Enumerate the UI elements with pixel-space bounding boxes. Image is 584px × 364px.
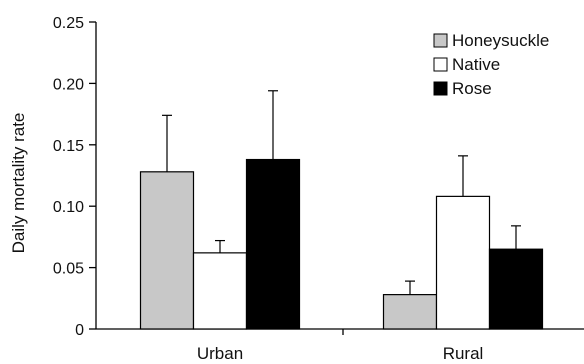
y-tick-label: 0: [75, 322, 84, 339]
y-tick-label: 0.25: [53, 15, 84, 32]
x-category-label: Rural: [443, 344, 484, 363]
legend-swatch-honeysuckle: [433, 33, 448, 48]
y-axis-label: Daily mortality rate: [9, 113, 28, 254]
bar-native-urban: [192, 252, 248, 330]
x-category-label: Urban: [197, 344, 243, 363]
bars-group: [139, 90, 544, 330]
legend-swatch-native: [433, 57, 448, 72]
legend-label-rose: Rose: [452, 79, 492, 98]
bar-native-rural: [435, 195, 491, 330]
bar-rose-rural: [488, 248, 544, 330]
legend-swatch-rose: [433, 81, 448, 96]
y-axis: 0 0.05 0.10 0.15 0.20 0.25: [53, 15, 97, 339]
legend-label-honeysuckle: Honeysuckle: [452, 31, 549, 50]
bar-honeysuckle-urban: [139, 171, 195, 330]
y-tick-label: 0.20: [53, 76, 84, 93]
y-tick-label: 0.10: [53, 199, 84, 216]
bar-honeysuckle-rural: [382, 294, 438, 330]
bar-rose-urban: [245, 158, 301, 330]
y-tick-label: 0.15: [53, 138, 84, 155]
x-axis: Urban Rural: [96, 328, 584, 363]
legend-label-native: Native: [452, 55, 500, 74]
y-tick-label: 0.05: [53, 261, 84, 278]
legend: Honeysuckle Native Rose: [433, 31, 549, 98]
